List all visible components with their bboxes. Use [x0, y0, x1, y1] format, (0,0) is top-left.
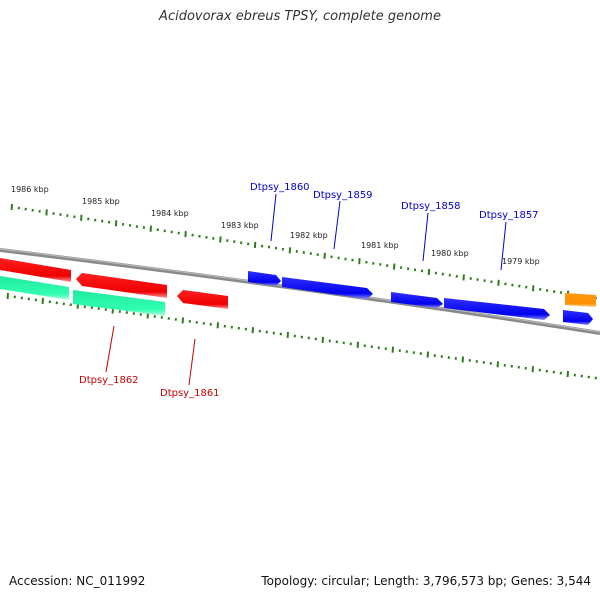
gene-label-dtpsy-1860[interactable]: Dtpsy_1860: [250, 182, 310, 193]
scale-label: 1983 kbp: [221, 221, 259, 230]
forward-gene-labels: Dtpsy_1860 Dtpsy_1859 Dtpsy_1858 Dtpsy_1…: [250, 182, 539, 271]
scale-label: 1980 kbp: [431, 249, 469, 258]
page-title: Acidovorax ebreus TPSY, complete genome: [159, 9, 441, 24]
gene-feature-rna[interactable]: [0, 276, 69, 300]
gene-feature-rna[interactable]: [73, 290, 165, 316]
scale-ticks-lower: [6, 292, 597, 380]
scale-label: 1979 kbp: [502, 257, 540, 266]
gene-label-dtpsy-1857[interactable]: Dtpsy_1857: [479, 210, 539, 221]
gene-feature-dtpsy-1860[interactable]: [282, 277, 373, 299]
gene-feature-dtpsy-1857[interactable]: [563, 310, 593, 325]
scale-label: 1986 kbp: [11, 185, 49, 194]
gene-feature[interactable]: [248, 271, 281, 286]
gene-feature-dtpsy-1861[interactable]: [177, 290, 228, 309]
gene-feature-dtpsy-1862[interactable]: [76, 273, 167, 298]
scale-labels: 1986 kbp 1985 kbp 1984 kbp 1983 kbp 1982…: [11, 185, 540, 266]
accession-text: Accession: NC_011992: [9, 574, 146, 588]
gene-label-dtpsy-1858[interactable]: Dtpsy_1858: [401, 201, 461, 212]
scale-label: 1982 kbp: [290, 231, 328, 240]
gene-label-dtpsy-1859[interactable]: Dtpsy_1859: [313, 190, 373, 201]
gene-label-dtpsy-1861[interactable]: Dtpsy_1861: [160, 388, 220, 399]
scale-label: 1984 kbp: [151, 209, 189, 218]
rna-genes: [0, 276, 165, 316]
scale-label: 1981 kbp: [361, 241, 399, 250]
reverse-strand-genes: [0, 258, 228, 309]
gene-feature-reverse[interactable]: [0, 258, 71, 282]
gene-feature-other[interactable]: [565, 293, 596, 307]
gene-label-dtpsy-1862[interactable]: Dtpsy_1862: [79, 375, 139, 386]
forward-strand-genes: [248, 271, 593, 325]
scale-label: 1985 kbp: [82, 197, 120, 206]
genome-stats-text: Topology: circular; Length: 3,796,573 bp…: [261, 574, 591, 588]
gene-feature-dtpsy-1859[interactable]: [391, 292, 443, 308]
gene-feature-dtpsy-1858[interactable]: [444, 298, 550, 320]
reverse-gene-labels: Dtpsy_1862 Dtpsy_1861: [79, 325, 220, 399]
